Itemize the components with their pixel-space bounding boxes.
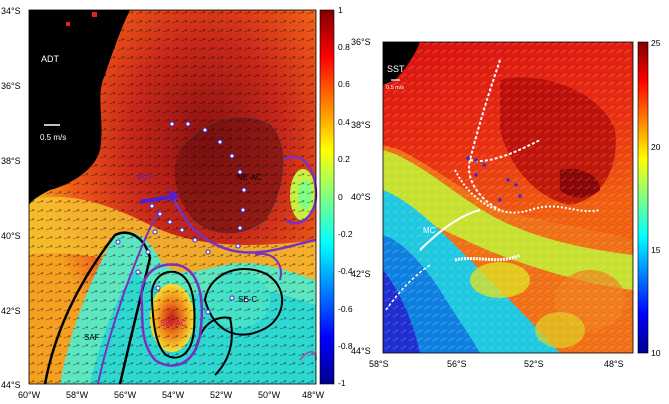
adt-lat-tick: 38°S <box>1 156 21 166</box>
adt-cb-tick: -1 <box>338 378 346 388</box>
adt-cb-tick: 0.8 <box>338 42 350 52</box>
saf-label: SAF <box>84 333 100 342</box>
sst-lon-axis: 58°S 56°S 52°S 48°S <box>369 359 624 369</box>
adt-lat-axis: 34°S 36°S 38°S 40°S 42°S 44°S <box>1 6 21 390</box>
adt-map <box>28 9 318 385</box>
adt-cb-tick: 0.2 <box>338 154 350 164</box>
sst-lon-tick: 56°S <box>447 359 467 369</box>
sst-lat-tick: 44°S <box>351 346 371 356</box>
adt-lat-tick: 42°S <box>1 306 21 316</box>
adt-lon-tick: 60°W <box>18 390 41 400</box>
sst-lon-tick: 52°S <box>524 359 544 369</box>
se-c-label: SE-C <box>238 295 257 304</box>
adt-lon-axis: 60°W 58°W 56°W 54°W 52°W 50°W 48°W <box>18 390 325 400</box>
adt-cb-tick: -0.2 <box>338 229 353 239</box>
adt-lon-tick: 50°W <box>258 390 281 400</box>
sst-lat-axis: 36°S 38°S 40°S 42°S 44°S <box>351 37 371 356</box>
sst-cb-tick: 20 <box>651 142 661 152</box>
sst-cb-tick: 15 <box>651 245 661 255</box>
sst-lat-tick: 42°S <box>351 269 371 279</box>
sst-lat-tick: 36°S <box>351 37 371 47</box>
adt-cb-tick: 0 <box>338 192 343 202</box>
mc-label: MC <box>423 226 436 235</box>
sst-lon-tick: 58°S <box>369 359 389 369</box>
sst-panel-label: SST <box>387 64 405 74</box>
adt-lon-tick: 54°W <box>162 390 185 400</box>
adt-cb-tick: 0.4 <box>338 117 350 127</box>
sst-scale-label: 0.5 m/s <box>386 85 404 91</box>
adt-cb-tick: -0.8 <box>338 341 353 351</box>
adt-cb-tick: 1 <box>338 5 343 15</box>
sst-colorbar: 25 20 15 10 <box>637 38 661 358</box>
sst-cb-tick: 10 <box>651 348 661 358</box>
sst-lat-tick: 40°S <box>351 192 371 202</box>
adt-lat-tick: 36°S <box>1 81 21 91</box>
adt-lat-tick: 34°S <box>1 6 21 16</box>
adt-lon-tick: 52°W <box>210 390 233 400</box>
adt-cb-tick: -0.6 <box>338 304 353 314</box>
adt-cb-tick: -0.4 <box>338 266 353 276</box>
sst-map <box>382 41 634 354</box>
adt-scale-label: 0.5 m/s <box>40 133 66 142</box>
adt-lon-tick: 58°W <box>66 390 89 400</box>
sst-cb-tick: 25 <box>651 38 661 48</box>
adt-colorbar: 1 0.8 0.6 0.4 0.2 0 -0.2 -0.4 -0.6 -0.8 … <box>319 5 353 388</box>
adt-lat-tick: 44°S <box>1 380 21 390</box>
sst-lon-tick: 48°S <box>604 359 624 369</box>
bcf-label: BCF <box>137 173 153 182</box>
sst-lat-tick: 38°S <box>351 120 371 130</box>
sw-ac-label: SW-AC <box>160 319 187 328</box>
adt-lon-tick: 48°W <box>302 390 325 400</box>
adt-cb-tick: 0.6 <box>338 79 350 89</box>
adt-lon-tick: 56°W <box>114 390 137 400</box>
ne-ac-label: NE-AC <box>237 173 262 182</box>
adt-lat-tick: 40°S <box>1 231 21 241</box>
adt-panel-label: ADT <box>41 54 60 64</box>
